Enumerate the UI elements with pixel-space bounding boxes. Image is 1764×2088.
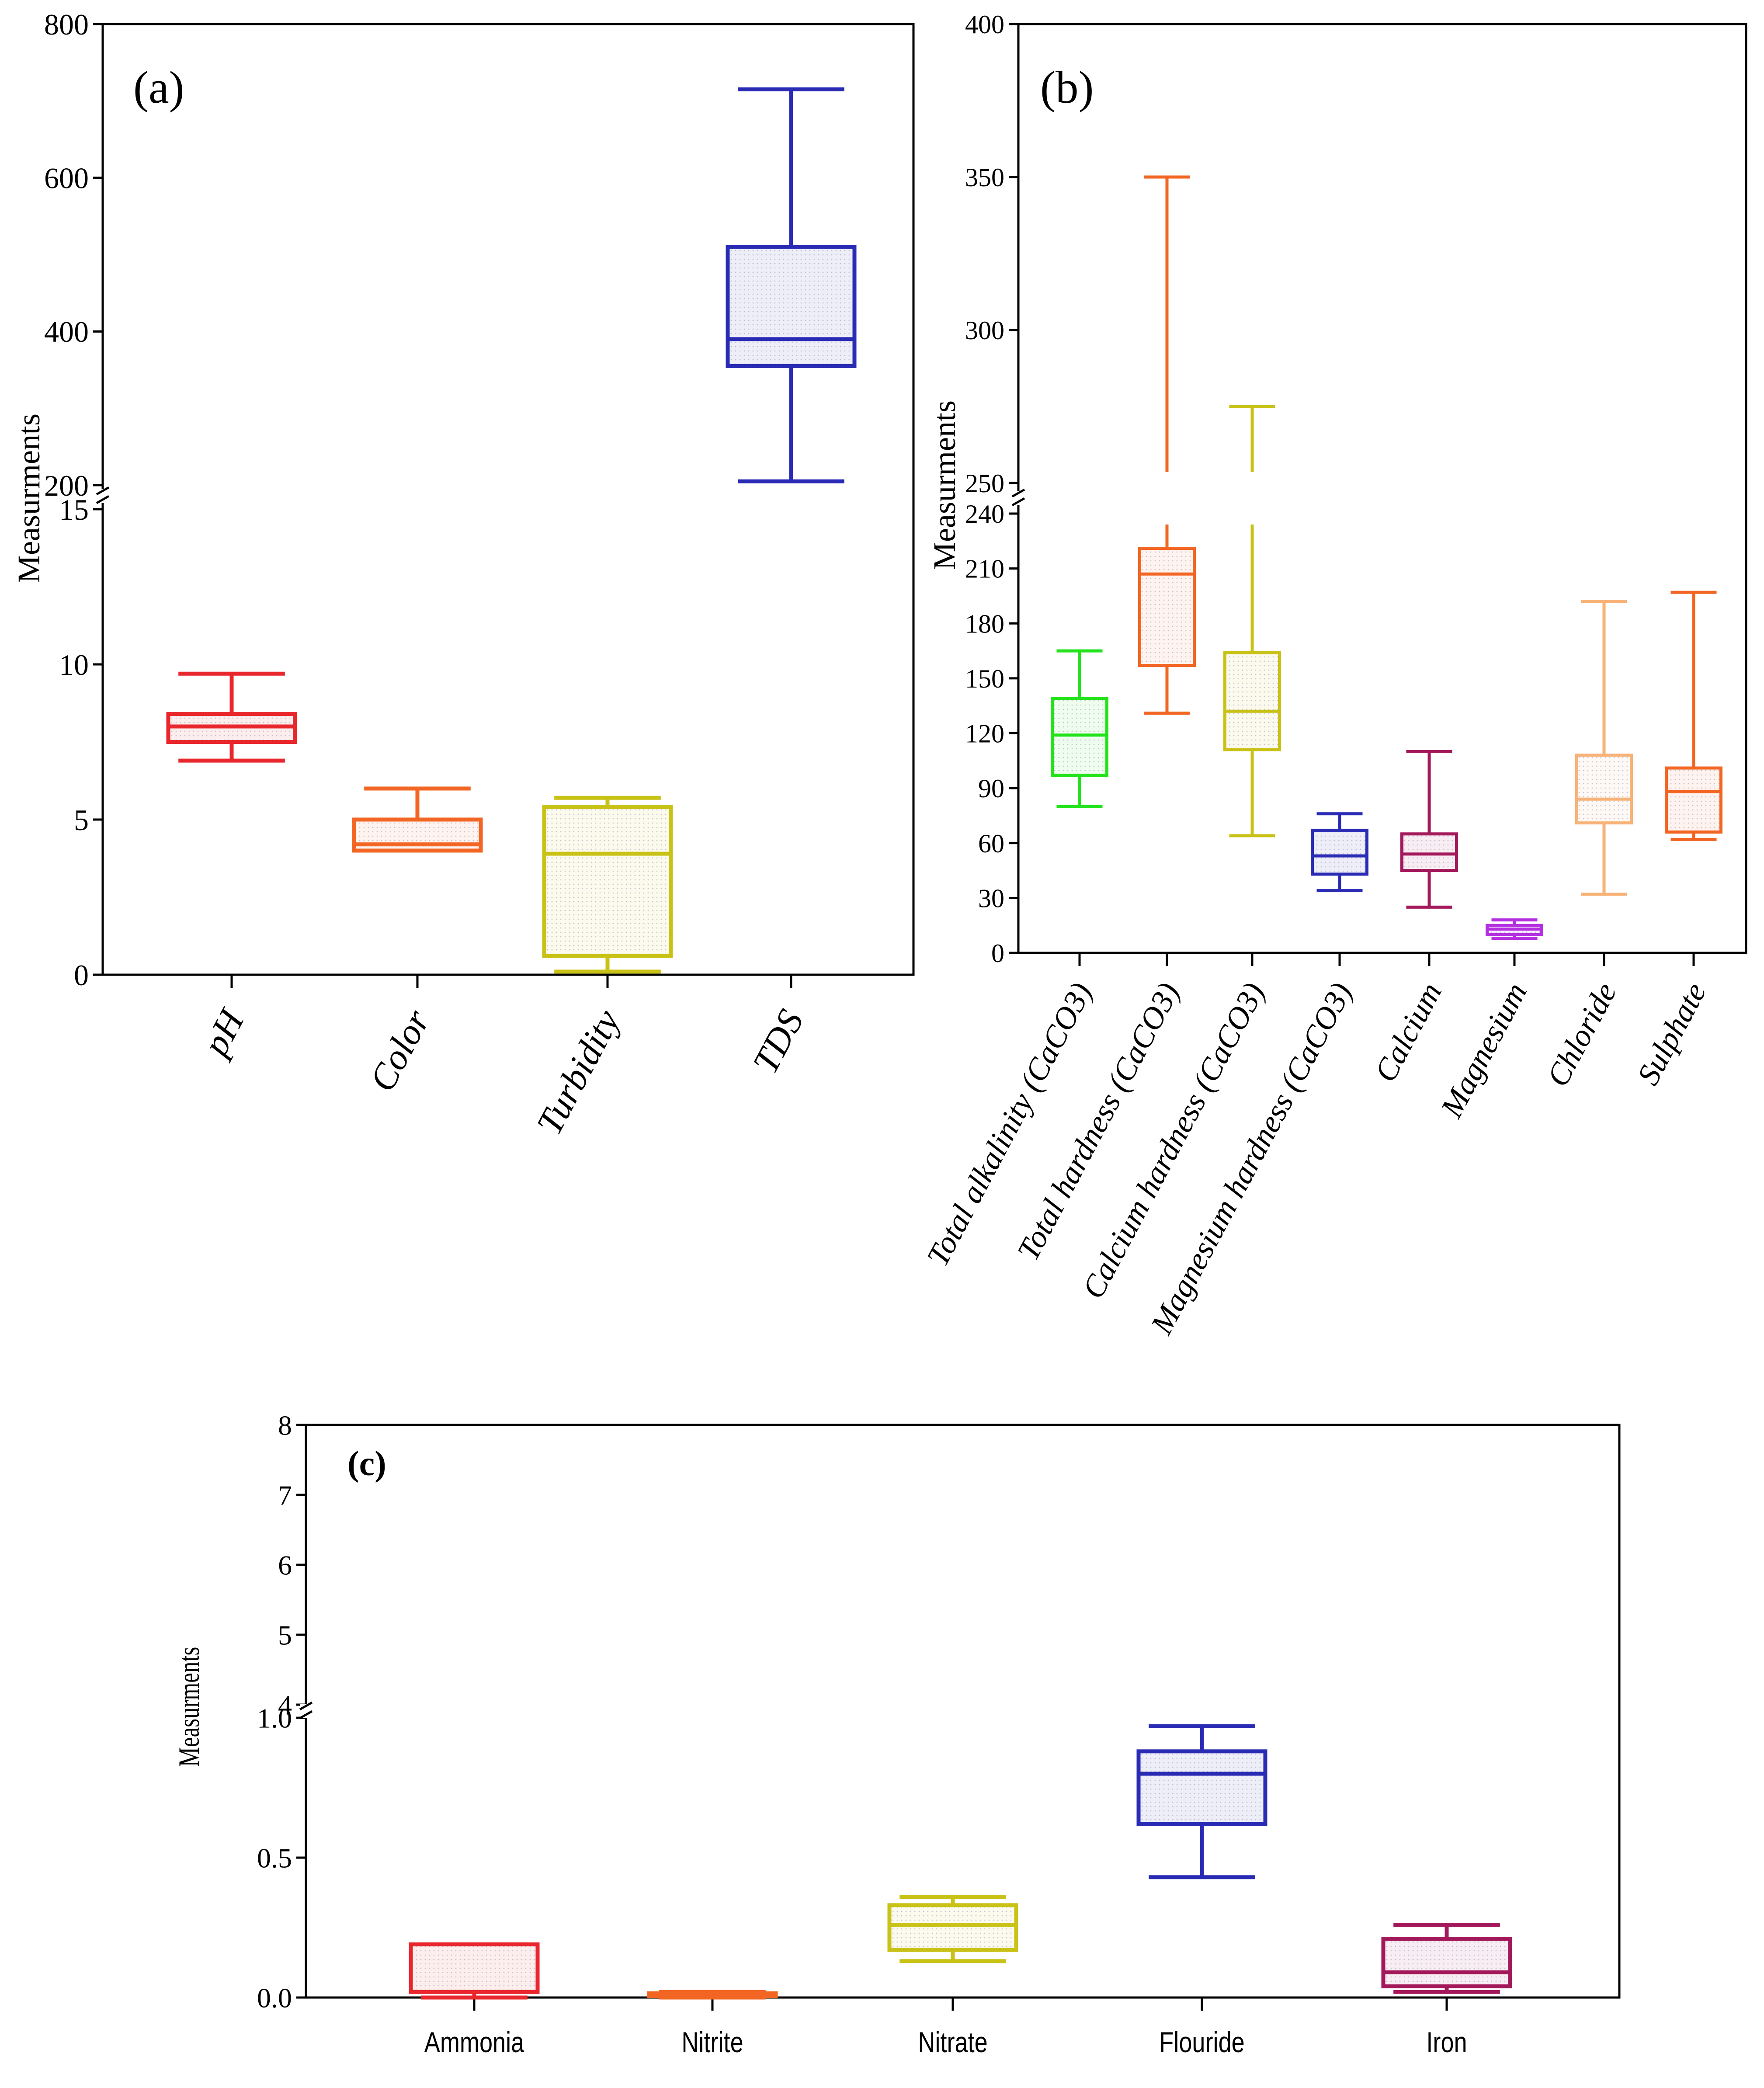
box [542, 805, 673, 958]
box [1400, 832, 1458, 872]
y-tick-label: 90 [978, 774, 1004, 803]
panel-a-label: (a) [133, 62, 184, 113]
category-label: Magnesium [1434, 977, 1534, 1123]
y-tick-label: 180 [965, 609, 1004, 638]
box-texture [1139, 548, 1195, 666]
box [1136, 1749, 1267, 1826]
category-label: Color [362, 1003, 438, 1098]
y-tick-label: 30 [978, 884, 1004, 913]
y-tick-label: 400 [965, 10, 1004, 39]
box-texture [728, 247, 854, 366]
box [1051, 697, 1108, 777]
box [1223, 651, 1281, 751]
panel-a-ylabel: Measurments [11, 413, 46, 583]
box-texture [1052, 698, 1107, 775]
y-tick-label: 150 [965, 664, 1004, 693]
box [1665, 766, 1722, 834]
axis-break-mark [96, 486, 110, 504]
category-label: Turbidity [529, 1003, 628, 1141]
box [1311, 828, 1368, 876]
panel-b-label: (b) [1040, 62, 1094, 113]
category-label: TDS [745, 1003, 812, 1080]
box-texture [1402, 834, 1457, 871]
panel-b-ylabel: Measurments [927, 400, 962, 570]
y-tick-label: 4 [278, 1689, 292, 1720]
category-label: Iron [1426, 2026, 1467, 2058]
y-tick-label: 120 [965, 719, 1004, 748]
box [352, 817, 483, 853]
y-tick-label: 0.0 [257, 1982, 292, 2013]
axis-break-mark [299, 1701, 313, 1720]
y-tick-label: 7 [278, 1480, 292, 1511]
category-label: Total alkalinity (CaCO3) [920, 977, 1099, 1272]
y-tick-label: 250 [965, 469, 1004, 498]
box [1575, 754, 1633, 825]
box-texture [544, 807, 671, 956]
panel-c-chart: (c) Measurments 0.0 0.5 1.04 5 6 7 8 Ammonia Nit… [173, 1410, 1621, 2058]
y-tick-label: 10 [59, 648, 89, 681]
category-label: Calcium [1368, 977, 1448, 1087]
y-tick-label: 5 [278, 1619, 292, 1650]
y-tick-label: 400 [44, 315, 89, 348]
y-tick-label: 0 [74, 959, 89, 992]
category-label: Ammonia [424, 2026, 524, 2058]
panel-c-label: (c) [347, 1445, 386, 1483]
category-label: pH [194, 1001, 253, 1064]
y-tick-label: 1.0 [257, 1702, 292, 1734]
y-tick-label: 600 [44, 161, 89, 195]
y-tick-label: 200 [44, 469, 89, 502]
category-label: Sulphate [1630, 977, 1713, 1091]
category-label: Nitrite [681, 2026, 743, 2058]
panel-c-ylabel: Measurments [173, 1647, 206, 1767]
category-label: Flouride [1159, 2026, 1245, 2058]
y-tick-label: 210 [965, 555, 1004, 584]
box [1381, 1937, 1512, 1988]
box-texture [1225, 653, 1280, 750]
category-label: Nitrate [918, 2026, 987, 2058]
y-tick-label: 15 [59, 493, 89, 526]
y-tick-label: 240 [965, 500, 1004, 528]
box-texture [1666, 768, 1721, 832]
y-tick-label: 300 [965, 316, 1004, 345]
box-texture [1383, 1939, 1510, 1987]
box-texture [889, 1905, 1016, 1950]
y-tick-label: 60 [978, 829, 1004, 858]
y-tick-label: 6 [278, 1549, 292, 1581]
category-label: Chloride [1540, 977, 1623, 1092]
panel-b-chart: (b) Measurments 0 30 60 90 120 150 180 210 24025… [920, 10, 1747, 1340]
y-tick-label: 350 [965, 163, 1004, 192]
category-label: Total hardness (CaCO3) [1010, 977, 1186, 1266]
box [1138, 547, 1196, 667]
y-tick-label: 8 [278, 1410, 292, 1441]
y-tick-label: 800 [44, 8, 89, 41]
box-texture [1139, 1751, 1265, 1824]
box-texture [1576, 755, 1632, 823]
box-texture [411, 1944, 538, 1992]
y-tick-label: 0.5 [257, 1842, 292, 1873]
panel-b-frame [1017, 23, 1747, 954]
box-texture [1312, 830, 1367, 874]
y-tick-label: 5 [74, 803, 89, 837]
box [726, 245, 857, 368]
axis-break-mark [1011, 488, 1025, 507]
y-tick-label: 0 [991, 939, 1004, 968]
box [887, 1903, 1018, 1952]
